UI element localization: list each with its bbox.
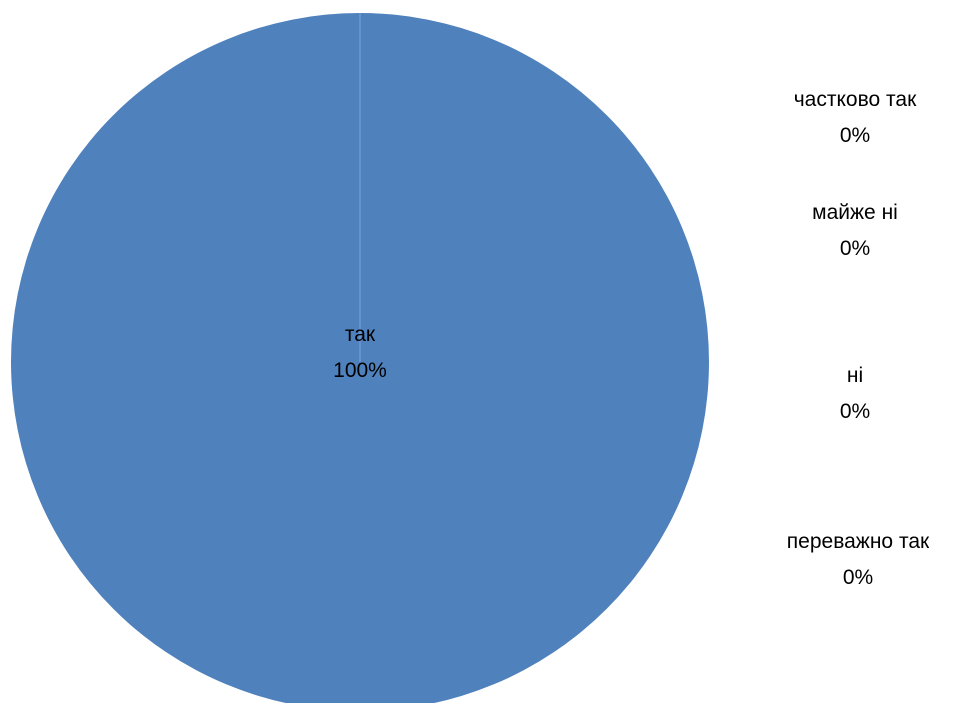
- data-label-percent: 0%: [840, 237, 870, 260]
- data-label-3: майже ні 0%: [812, 201, 898, 260]
- data-label-1: переважно так 0%: [787, 530, 930, 589]
- data-label-0: так 100%: [333, 323, 387, 382]
- data-label-category: майже ні: [812, 201, 898, 224]
- data-label-category: переважно так: [787, 530, 930, 553]
- data-label-2: ні 0%: [840, 364, 870, 423]
- data-label-category: ні: [847, 364, 863, 387]
- data-label-percent: 0%: [840, 400, 870, 423]
- data-label-percent: 0%: [843, 566, 873, 589]
- data-label-4: частково так 0%: [794, 88, 917, 147]
- pie-slices: [11, 13, 709, 703]
- data-label-category: частково так: [794, 88, 917, 111]
- data-label-percent: 0%: [840, 124, 870, 147]
- data-label-category: так: [345, 323, 376, 346]
- data-label-percent: 100%: [333, 359, 387, 382]
